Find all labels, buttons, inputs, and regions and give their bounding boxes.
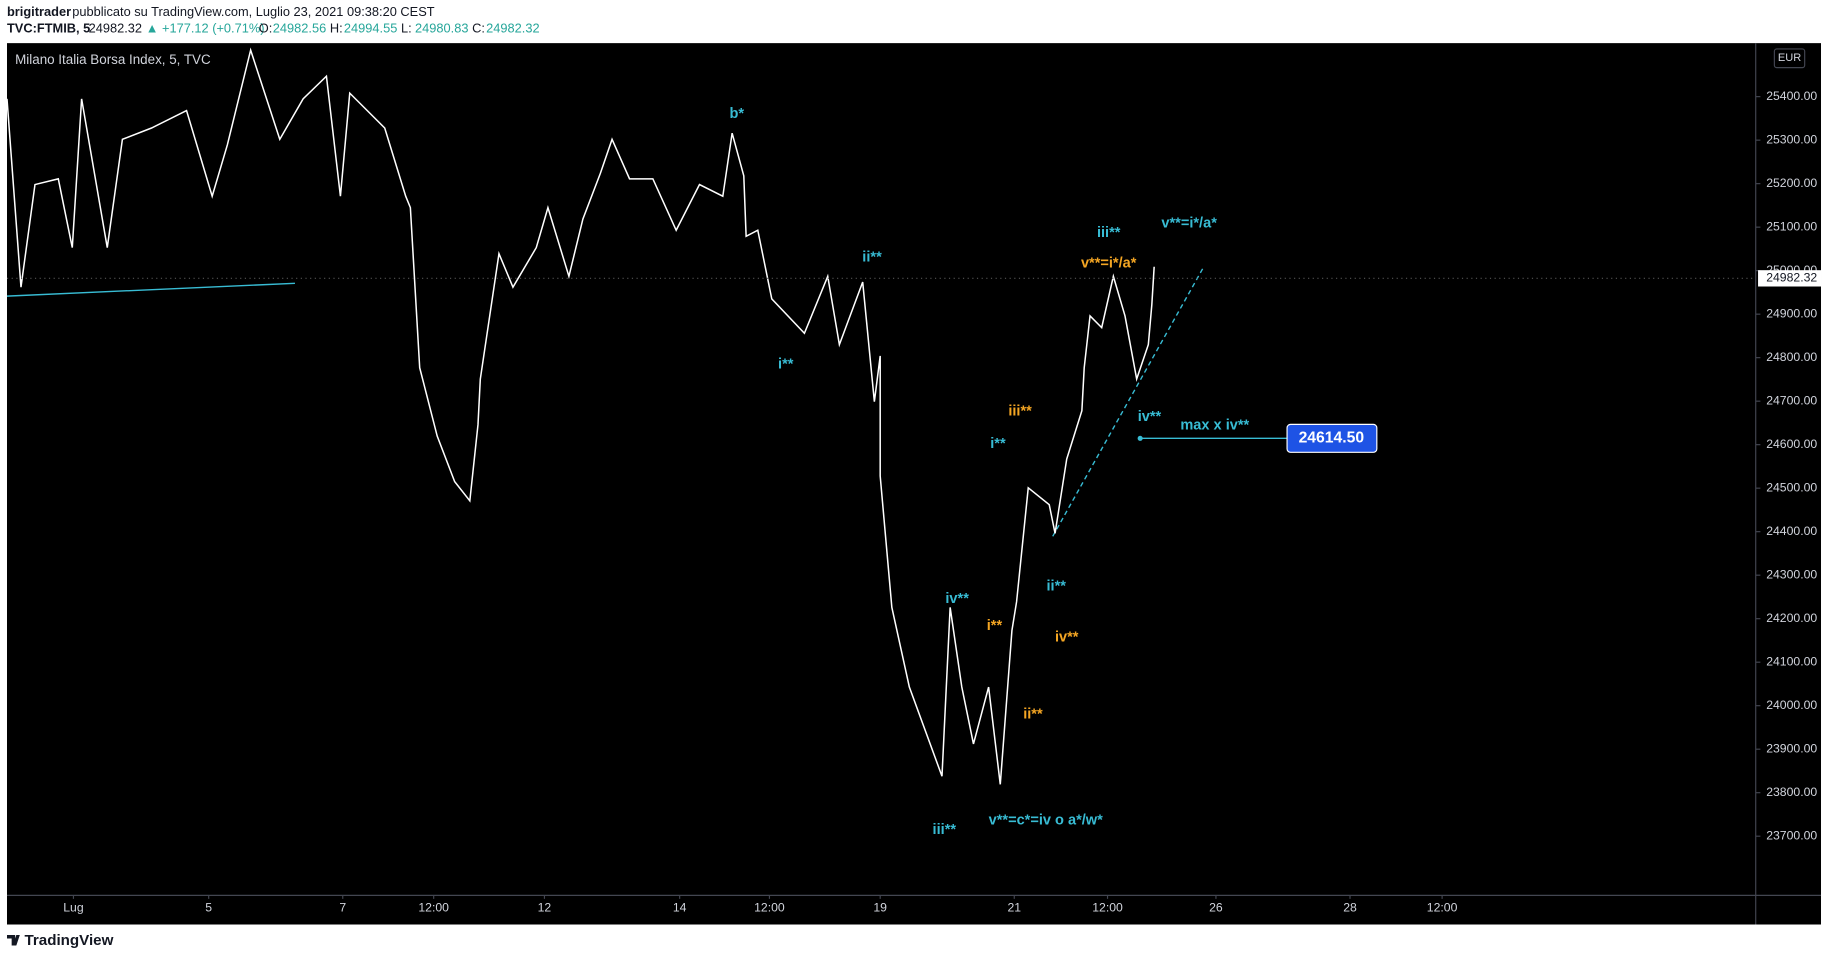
y-tick-label: 23900.00 — [1766, 741, 1817, 755]
wave-label: iii** — [1008, 403, 1032, 419]
wave-label: ii** — [862, 249, 882, 265]
y-tick-label: 23800.00 — [1766, 785, 1817, 799]
y-tick-label: 25200.00 — [1766, 176, 1817, 190]
wave-label: iv** — [1138, 409, 1162, 425]
level-label: 24614.50 — [1299, 430, 1365, 447]
wave-label: ii** — [1023, 707, 1043, 723]
x-tick-label: 12:00 — [418, 900, 449, 914]
x-tick-label: 28 — [1343, 900, 1357, 914]
x-tick-label: 12:00 — [1092, 900, 1123, 914]
x-tick-label: 14 — [673, 900, 687, 914]
symbol: TVC:FTMIB, 5 — [7, 21, 90, 36]
y-tick-label: 23700.00 — [1766, 828, 1817, 842]
x-tick-label: 7 — [339, 900, 346, 914]
wave-label: iv** — [945, 591, 969, 607]
ohlc-value: 24982.32 — [486, 21, 539, 36]
ohlc-label: L: — [401, 21, 412, 36]
wave-label: b* — [730, 106, 745, 122]
chart-area — [6, 43, 1822, 925]
y-tick-label: 24200.00 — [1766, 611, 1817, 625]
price: 24982.32 — [89, 21, 142, 36]
currency: EUR — [1778, 52, 1801, 64]
wave-label: i** — [990, 436, 1006, 452]
logo-mark — [6, 935, 20, 946]
wave-label: v**=i*/a* — [1161, 216, 1217, 232]
level-note: max x iv** — [1180, 417, 1249, 433]
x-tick-label: 26 — [1209, 900, 1223, 914]
y-tick-label: 24700.00 — [1766, 393, 1817, 407]
y-tick-label: 24400.00 — [1766, 524, 1817, 538]
wave-label: v**=i*/a* — [1081, 255, 1137, 271]
footer: TradingView — [24, 932, 113, 949]
x-tick-label: 19 — [873, 900, 887, 914]
wave-label: iv** — [1055, 630, 1079, 646]
y-tick-label: 24800.00 — [1766, 350, 1817, 364]
ohlc-label: O: — [259, 21, 273, 36]
y-tick-label: 25100.00 — [1766, 219, 1817, 233]
logo: TradingView — [6, 932, 114, 949]
x-tick-label: 5 — [205, 900, 212, 914]
y-tick-label: 25400.00 — [1766, 89, 1817, 103]
ohlc-value: 24980.83 — [415, 21, 468, 36]
wave-label: v**=c*=iv o a*/w* — [989, 813, 1103, 829]
wave-label: ii** — [1047, 578, 1067, 594]
y-tick-label: 24600.00 — [1766, 437, 1817, 451]
published: pubblicato su TradingView.com, Luglio 23… — [72, 4, 434, 19]
trendline — [6, 282, 295, 297]
wave-label: i** — [987, 618, 1003, 634]
level-point — [1137, 435, 1143, 441]
ohlc-label: C: — [472, 21, 485, 36]
ohlc-label: H: — [330, 21, 343, 36]
x-tick-label: 12:00 — [1427, 900, 1458, 914]
change: ▲ +177.12 (+0.71%) — [146, 21, 265, 36]
y-tick-label: 24900.00 — [1766, 306, 1817, 320]
currency-box — [1773, 48, 1806, 69]
chart-title: Milano Italia Borsa Index, 5, TVC — [15, 52, 211, 67]
y-tick-label: 24000.00 — [1766, 698, 1817, 712]
wave-label: i** — [778, 357, 794, 373]
wave-label: iii** — [1097, 225, 1121, 241]
price-line — [6, 47, 1155, 785]
plot: 23700.00 23800.00 23900.00 24000.00 24100.00… — [6, 47, 1822, 914]
x-tick-label: 12:00 — [754, 900, 785, 914]
x-tick-label: 12 — [538, 900, 552, 914]
last-price-box — [1758, 270, 1822, 287]
y-tick-label: 24500.00 — [1766, 480, 1817, 494]
x-tick-label: 21 — [1007, 900, 1021, 914]
ohlc-value: 24994.55 — [344, 21, 397, 36]
y-tick-label: 25300.00 — [1766, 132, 1817, 146]
last-price-label: 24982.32 — [1766, 271, 1817, 285]
trendline — [1052, 265, 1205, 537]
x-tick-label: Lug — [63, 900, 84, 914]
wave-label: iii** — [933, 822, 957, 838]
author: brigitrader — [7, 4, 71, 19]
ohlc: O: 24982.56 H: 24994.55 L: 24980.83 C: 24982.32 — [259, 21, 540, 36]
ohlc-value: 24982.56 — [273, 21, 326, 36]
level-box — [1286, 423, 1378, 453]
y-tick-label: 24100.00 — [1766, 654, 1817, 668]
y-tick-label: 24300.00 — [1766, 567, 1817, 581]
